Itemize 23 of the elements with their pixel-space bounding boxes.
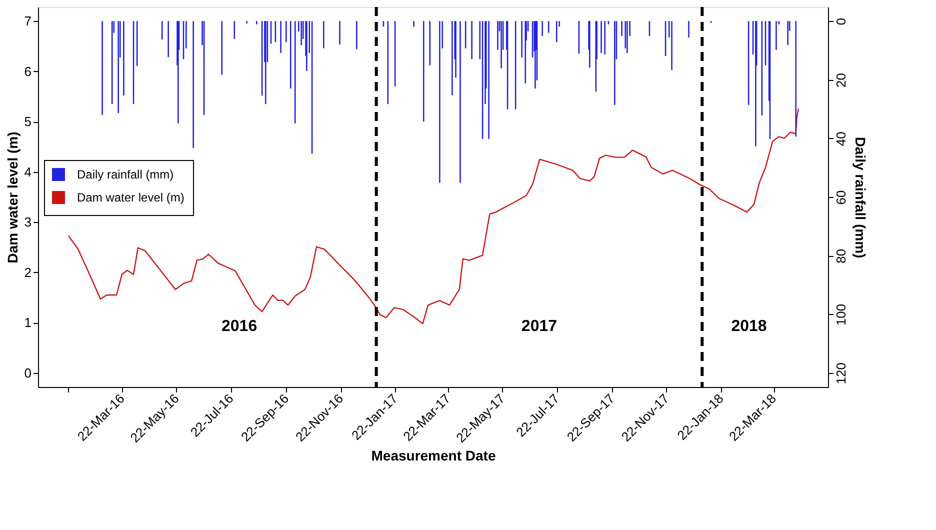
y2-tick-label: 20 [834,72,848,88]
y-axis-title: Dam water level (m) [4,132,20,264]
annotation: 2017 [521,318,558,336]
annotation: 2016 [221,318,258,336]
y2-tick-label: 80 [834,248,848,264]
y-tick-label: 5 [24,114,32,130]
annotation: 2018 [731,318,767,336]
y-tick-label: 4 [24,164,32,180]
y2-tick-label: 60 [834,190,848,205]
y2-axis-title: Daily rainfall (mm) [852,136,868,258]
y-tick-label: 0 [24,365,32,380]
y-tick-label: 6 [24,64,32,79]
y-tick-label: 7 [24,14,32,29]
y-tick-label: 1 [24,315,32,330]
y2-tick-label: 120 [834,362,848,384]
x-axis-title: Measurement Date [371,447,496,464]
y-tick-label: 3 [24,214,32,230]
y-tick-label: 2 [24,264,32,280]
legend-label: Dam water level (m) [77,190,184,204]
legend-label: Daily rainfall (mm) [77,168,174,182]
y2-tick-label: 100 [834,304,848,326]
y2-tick-label: 0 [834,18,848,26]
y2-tick-label: 40 [834,132,848,146]
